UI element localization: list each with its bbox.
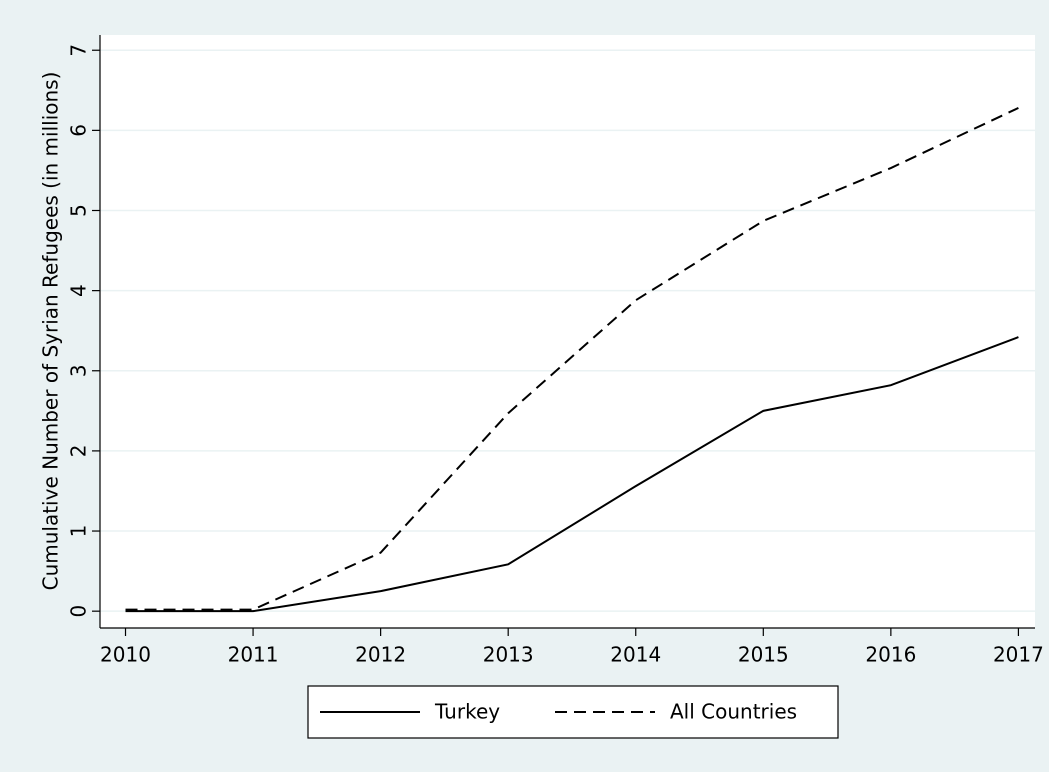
x-tick-label: 2015 xyxy=(738,643,789,667)
y-tick-label: 6 xyxy=(67,124,91,137)
y-tick-label: 5 xyxy=(67,204,91,217)
x-tick-label: 2017 xyxy=(993,643,1044,667)
series-line xyxy=(125,336,1019,613)
x-tick-label: 2011 xyxy=(228,643,279,667)
y-tick-label: 3 xyxy=(67,364,91,377)
x-tick-label: 2013 xyxy=(483,643,534,667)
legend-label: Turkey xyxy=(434,700,500,724)
x-tick-label: 2016 xyxy=(865,643,916,667)
y-tick-label: 7 xyxy=(67,44,91,57)
legend-label: All Countries xyxy=(670,700,797,724)
plot-area xyxy=(100,35,1035,628)
y-tick-label: 0 xyxy=(67,605,91,618)
x-tick-label: 2014 xyxy=(610,643,661,667)
x-tick-label: 2010 xyxy=(100,643,151,667)
y-tick-label: 4 xyxy=(67,284,91,297)
series-line xyxy=(125,107,1019,611)
y-tick-label: 2 xyxy=(67,445,91,458)
y-axis-label: Cumulative Number of Syrian Refugees (in… xyxy=(39,72,63,591)
y-tick-label: 1 xyxy=(67,525,91,538)
x-tick-label: 2012 xyxy=(355,643,406,667)
